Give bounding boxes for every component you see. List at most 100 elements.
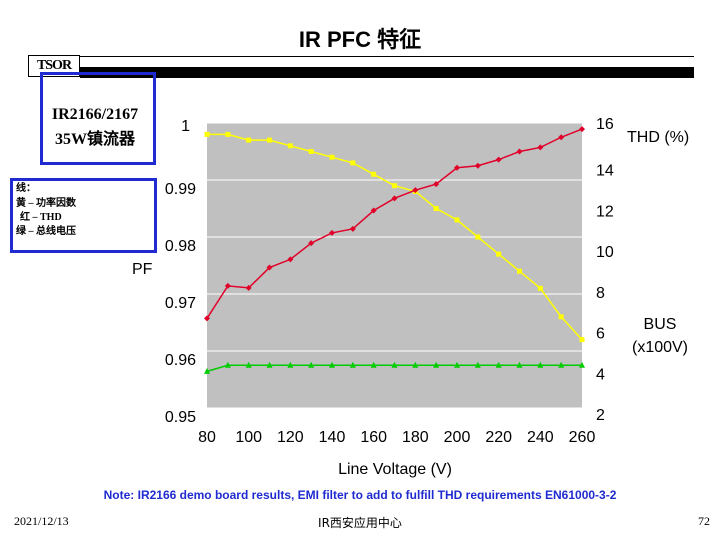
point-thd <box>266 264 273 271</box>
point-thd <box>370 207 377 214</box>
x-tick-label: 240 <box>527 429 554 446</box>
point-bus <box>454 361 460 368</box>
point-bus <box>370 361 377 368</box>
point-thd <box>495 156 502 163</box>
x-tick-label: 200 <box>444 429 471 446</box>
right-axis-label-thd: THD (%) <box>627 129 689 146</box>
note-text: Note: IR2166 demo board results, EMI fil… <box>103 488 617 502</box>
point-pf <box>246 137 252 143</box>
point-bus <box>412 361 419 368</box>
left-tick-label: 0.98 <box>165 238 196 255</box>
x-axis-ticks: 80 100 120 140 160 180 200 220 240 260 <box>198 429 595 446</box>
point-thd <box>433 181 440 188</box>
point-pf <box>350 160 356 166</box>
point-pf <box>537 285 543 291</box>
left-tick-label: 1 <box>181 118 190 135</box>
point-thd <box>558 134 565 141</box>
left-axis-ticks: 1 0.99 0.98 0.97 0.96 0.95 <box>165 118 196 426</box>
point-pf <box>433 206 439 211</box>
right-tick-label: 10 <box>596 244 614 261</box>
right-axis-ticks: 16 14 12 10 8 6 4 2 <box>596 116 614 424</box>
point-pf <box>496 251 502 257</box>
header-bar <box>80 67 694 78</box>
right-tick-label: 8 <box>596 285 605 302</box>
point-pf <box>454 217 460 223</box>
point-bus <box>204 367 210 374</box>
left-axis-label: PF <box>132 261 153 278</box>
point-thd <box>412 187 419 194</box>
left-tick-label: 0.97 <box>165 295 196 312</box>
point-bus <box>329 361 335 368</box>
footer-date: 2021/12/13 <box>14 514 69 528</box>
point-thd <box>537 144 544 151</box>
point-thd <box>224 282 231 289</box>
point-pf <box>225 131 231 137</box>
point-thd <box>308 240 315 247</box>
right-tick-label: 14 <box>596 163 614 180</box>
point-bus <box>224 361 231 368</box>
footer-center: IR西安应用中心 <box>318 516 402 530</box>
right-axis-label-bus-unit: (x100V) <box>632 339 688 356</box>
x-tick-label: 80 <box>198 429 216 446</box>
right-tick-label: 2 <box>596 407 605 424</box>
page-title: IR PFC 特征 <box>298 27 422 52</box>
legend-box <box>10 178 157 253</box>
x-axis-label: Line Voltage (V) <box>338 461 452 478</box>
point-thd <box>287 256 294 263</box>
point-thd <box>204 315 210 322</box>
point-pf <box>308 149 314 154</box>
ballast-label: 35W镇流器 <box>54 131 135 148</box>
point-thd <box>579 126 585 133</box>
point-pf <box>517 268 522 274</box>
series-layer <box>204 126 585 374</box>
x-tick-label: 160 <box>360 429 387 446</box>
x-tick-label: 140 <box>319 429 346 446</box>
header-rule <box>80 56 694 57</box>
left-tick-label: 0.99 <box>165 181 196 198</box>
legend-item-pf: 黄 – 功率因数 <box>16 198 76 209</box>
point-pf <box>392 183 397 189</box>
point-bus <box>308 361 315 368</box>
x-tick-label: 100 <box>235 429 262 446</box>
point-pf <box>287 143 293 149</box>
point-thd <box>474 162 481 169</box>
x-tick-label: 260 <box>569 429 596 446</box>
point-pf <box>475 234 481 240</box>
right-tick-label: 4 <box>596 366 605 383</box>
info-box <box>40 72 156 165</box>
point-bus <box>433 361 440 368</box>
point-bus <box>349 361 356 368</box>
point-pf <box>579 337 585 343</box>
point-thd <box>349 225 356 232</box>
point-thd <box>245 284 252 291</box>
point-thd <box>391 195 398 202</box>
point-pf <box>558 314 564 320</box>
point-bus <box>537 361 544 368</box>
point-pf <box>204 131 210 137</box>
x-tick-label: 120 <box>277 429 304 446</box>
point-thd <box>329 229 335 236</box>
point-bus <box>266 361 273 368</box>
point-bus <box>287 361 294 368</box>
legend-item-thd: 红 – THD <box>20 212 62 223</box>
point-bus <box>391 361 398 368</box>
ir-logo: TSOR <box>28 55 80 77</box>
right-axis-label-bus: BUS <box>644 316 677 333</box>
point-bus <box>579 361 585 368</box>
point-thd <box>454 164 460 171</box>
point-pf <box>267 137 272 143</box>
right-tick-label: 16 <box>596 116 614 133</box>
point-pf <box>329 154 335 160</box>
gridlines <box>207 122 582 409</box>
point-thd <box>516 148 523 155</box>
point-pf <box>371 171 377 177</box>
right-tick-label: 6 <box>596 326 605 343</box>
point-bus <box>495 361 502 368</box>
ic-model-label: IR2166/2167 <box>51 106 139 123</box>
legend-heading: 线： <box>16 183 36 194</box>
legend-item-bus: 绿 – 总线电压 <box>16 226 76 237</box>
point-bus <box>474 361 481 368</box>
point-bus <box>558 361 565 368</box>
x-tick-label: 180 <box>402 429 429 446</box>
